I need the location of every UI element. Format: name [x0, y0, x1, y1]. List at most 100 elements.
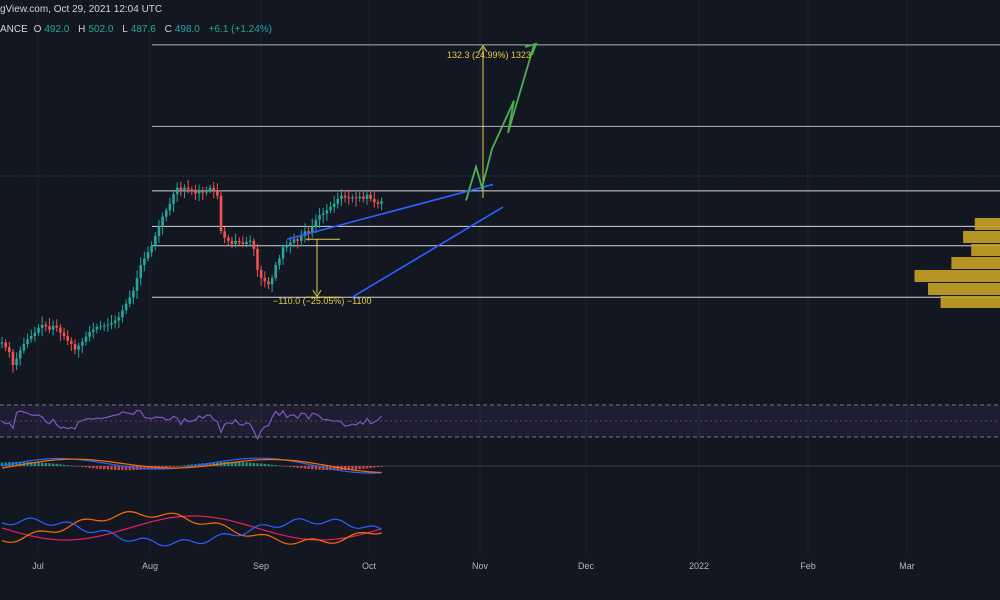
measure-label-down: −110.0 (−25.05%) −1100 [273, 296, 372, 306]
macd-signal-line [1, 458, 382, 473]
candle-body-81 [296, 239, 299, 241]
candle-body-97 [354, 197, 358, 199]
candle-body-52 [190, 189, 194, 192]
macd-hist-bar-32 [117, 466, 120, 471]
macd-hist-bar-79 [289, 466, 292, 467]
macd-hist-bar-95 [347, 466, 350, 470]
candle-body-53 [194, 191, 197, 194]
candle-body-100 [365, 194, 369, 199]
volume-profile-bar-6 [940, 296, 1000, 308]
candle-body-104 [380, 201, 383, 204]
macd-hist-bar-86 [314, 466, 318, 470]
candle-body-31 [113, 320, 117, 324]
candle-body-73 [267, 281, 270, 285]
candle-body-56 [205, 190, 208, 193]
ohlc-open: O 492.0 [33, 24, 70, 35]
macd-hist-bar-45 [165, 466, 168, 468]
rsi-pane [0, 404, 1000, 441]
volume-profile-bar-3 [951, 257, 1000, 269]
candle-body-13 [48, 326, 51, 330]
candle-body-79 [289, 242, 292, 246]
macd-hist-bar-88 [322, 466, 325, 470]
macd-hist-bar-35 [128, 466, 131, 471]
candle-body-5 [18, 350, 22, 359]
candle-body-90 [329, 207, 332, 211]
candle-body-67 [245, 241, 248, 245]
candle-body-33 [121, 310, 124, 318]
ohlc-low: L 487.6 [122, 24, 156, 35]
macd-hist-bar-12 [44, 462, 47, 466]
projection-arrowhead [524, 42, 538, 56]
macd-hist-bar-25 [92, 466, 95, 469]
ohlc-legend: ANCE O 492.0 H 502.0 L 487.6 C 498.0 +6.1 (+… [0, 24, 275, 35]
candle-body-98 [358, 196, 361, 199]
oscillator-pane [1, 510, 382, 547]
macd-hist-bar-62 [227, 461, 230, 466]
macd-hist-bar-72 [263, 463, 266, 466]
candle-body-10 [37, 327, 40, 333]
candle-body-82 [300, 236, 303, 241]
macd-hist-bar-34 [124, 466, 128, 471]
volume-profile-bar-0 [974, 218, 1000, 230]
grid [0, 0, 1000, 555]
macd-hist-bar-57 [208, 462, 212, 466]
macd-hist-bar-14 [51, 463, 55, 466]
macd-hist-bar-82 [300, 466, 303, 469]
candle-body-19 [70, 340, 73, 345]
candle-body-63 [230, 240, 234, 245]
candle-body-103 [376, 202, 380, 204]
candle-body-15 [55, 325, 59, 328]
candle-body-20 [73, 344, 77, 350]
candle-body-32 [117, 317, 121, 321]
candle-body-70 [256, 248, 259, 270]
candle-body-91 [332, 203, 336, 208]
candle-body-43 [157, 226, 161, 237]
candle-body-66 [241, 242, 245, 245]
macd-hist-bar-80 [292, 466, 296, 468]
macd-hist-bar-39 [143, 466, 146, 470]
macd-pane [0, 457, 1000, 474]
candle-body-47 [172, 194, 175, 204]
macd-hist-bar-33 [121, 466, 124, 471]
macd-hist-bar-96 [351, 466, 354, 470]
macd-hist-bar-74 [270, 464, 274, 466]
rsi-line [1, 409, 383, 441]
x-tick-dec: Dec [577, 561, 595, 571]
candle-body-11 [40, 324, 44, 328]
macd-hist-bar-49 [179, 465, 183, 467]
candle-body-75 [274, 265, 278, 278]
macd-hist-bar-53 [194, 463, 197, 466]
oscillator-line-a [1, 515, 382, 541]
candle-body-57 [208, 187, 212, 191]
candle-body-76 [278, 258, 281, 266]
candle-body-55 [201, 190, 205, 193]
candles [0, 179, 383, 373]
candle-body-72 [263, 277, 267, 282]
ohlc-high: H 502.0 [78, 24, 114, 35]
oscillator-line-b [1, 510, 382, 545]
candle-body-44 [161, 216, 164, 227]
candle-body-34 [124, 303, 128, 311]
candle-body-24 [88, 332, 91, 337]
candle-body-0 [0, 342, 4, 344]
volume-profile-bar-4 [914, 270, 1000, 282]
macd-hist-bar-52 [190, 464, 193, 466]
macd-hist-bar-67 [245, 462, 248, 466]
candle-body-83 [303, 231, 307, 237]
macd-line [1, 457, 382, 474]
macd-hist-bar-85 [311, 466, 314, 470]
macd-hist-bar-5 [19, 461, 22, 466]
chart-source: gView.com, Oct 29, 2021 12:04 UTC [0, 4, 163, 15]
macd-hist-bar-63 [230, 461, 234, 466]
candle-body-14 [51, 325, 55, 330]
candle-body-41 [150, 245, 153, 253]
macd-hist-bar-83 [303, 466, 307, 469]
macd-hist-bar-8 [30, 462, 33, 466]
candle-body-92 [336, 198, 340, 204]
candle-body-71 [259, 269, 263, 278]
macd-hist-bar-68 [249, 462, 252, 466]
macd-hist-bar-4 [15, 461, 18, 466]
macd-hist-bar-90 [329, 466, 332, 471]
macd-hist-bar-46 [168, 466, 172, 468]
